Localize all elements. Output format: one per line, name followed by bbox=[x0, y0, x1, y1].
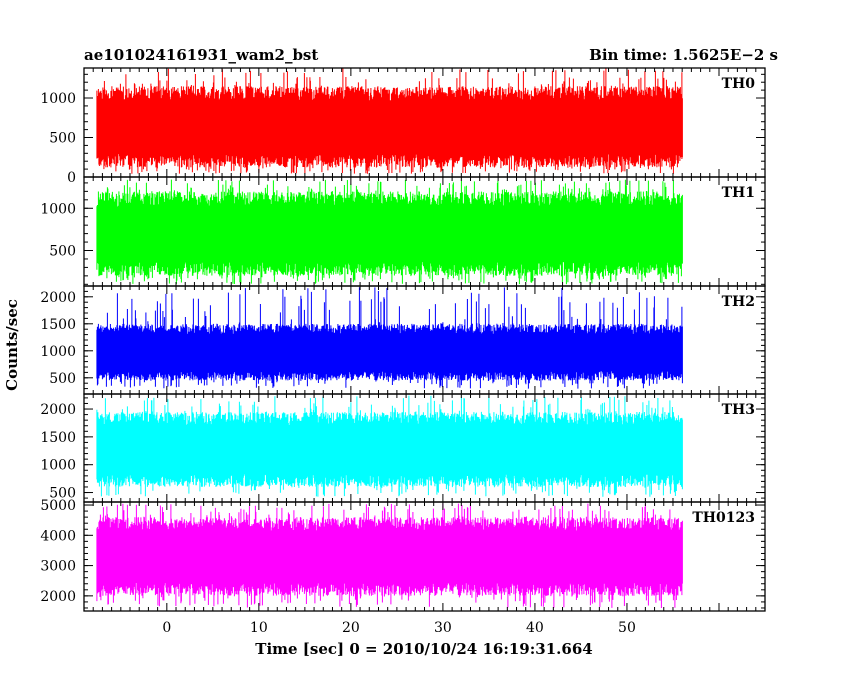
y-tick-label: 3000 bbox=[40, 559, 76, 575]
chart-right-title: Bin time: 1.5625E−2 s bbox=[589, 46, 778, 64]
y-tick-label: 2000 bbox=[40, 290, 76, 306]
y-tick-label: 4000 bbox=[40, 528, 76, 544]
x-tick-label: 40 bbox=[526, 620, 544, 636]
y-tick-label: 500 bbox=[49, 244, 76, 260]
panel-label: TH0123 bbox=[692, 510, 755, 526]
panel-label: TH0 bbox=[722, 76, 756, 92]
y-tick-label: 2000 bbox=[40, 402, 76, 418]
panel-th1: 500 1000 TH1 bbox=[40, 176, 766, 287]
y-tick-label: 1500 bbox=[40, 317, 76, 333]
series-th1 bbox=[96, 179, 683, 285]
x-tick-label: 20 bbox=[342, 620, 360, 636]
y-tick-label: 500 bbox=[49, 486, 76, 502]
series-th0123 bbox=[96, 503, 683, 608]
y-axis-label: Counts/sec bbox=[3, 299, 21, 391]
x-axis-label: Time [sec] 0 = 2010/10/24 16:19:31.664 bbox=[255, 640, 592, 658]
panel-th2: 500 1000 1500 2000 TH2 bbox=[40, 285, 766, 395]
x-tick-label: 10 bbox=[250, 620, 268, 636]
y-tick-label: 1500 bbox=[40, 430, 76, 446]
x-tick-label: 0 bbox=[162, 620, 171, 636]
y-tick-label: 0 bbox=[67, 170, 76, 186]
panel-label: TH2 bbox=[722, 294, 755, 310]
y-tick-label: 2000 bbox=[40, 589, 76, 605]
x-tick-label: 50 bbox=[618, 620, 636, 636]
panel-label: TH1 bbox=[722, 185, 755, 201]
y-tick-label: 1000 bbox=[40, 201, 76, 217]
y-tick-label: 1000 bbox=[40, 91, 76, 107]
x-axis: 0 10 20 30 40 50 bbox=[162, 620, 636, 636]
y-tick-label: 500 bbox=[49, 131, 76, 147]
panel-th0: 0 500 1000 TH0 bbox=[40, 67, 766, 186]
series-th3 bbox=[96, 395, 683, 497]
panel-th3: 500 1000 1500 2000 TH3 bbox=[40, 393, 766, 503]
x-tick-label: 30 bbox=[434, 620, 452, 636]
y-tick-label: 1000 bbox=[40, 344, 76, 360]
chart-left-title: ae101024161931_wam2_bst bbox=[84, 46, 318, 64]
series-th2 bbox=[96, 287, 683, 389]
series-th0 bbox=[96, 68, 683, 174]
y-tick-label: 5000 bbox=[40, 498, 76, 514]
y-tick-label: 1000 bbox=[40, 458, 76, 474]
y-tick-label: 500 bbox=[49, 371, 76, 387]
panel-th0123: 2000 3000 4000 5000 TH0123 bbox=[40, 498, 766, 612]
panel-label: TH3 bbox=[722, 402, 755, 418]
